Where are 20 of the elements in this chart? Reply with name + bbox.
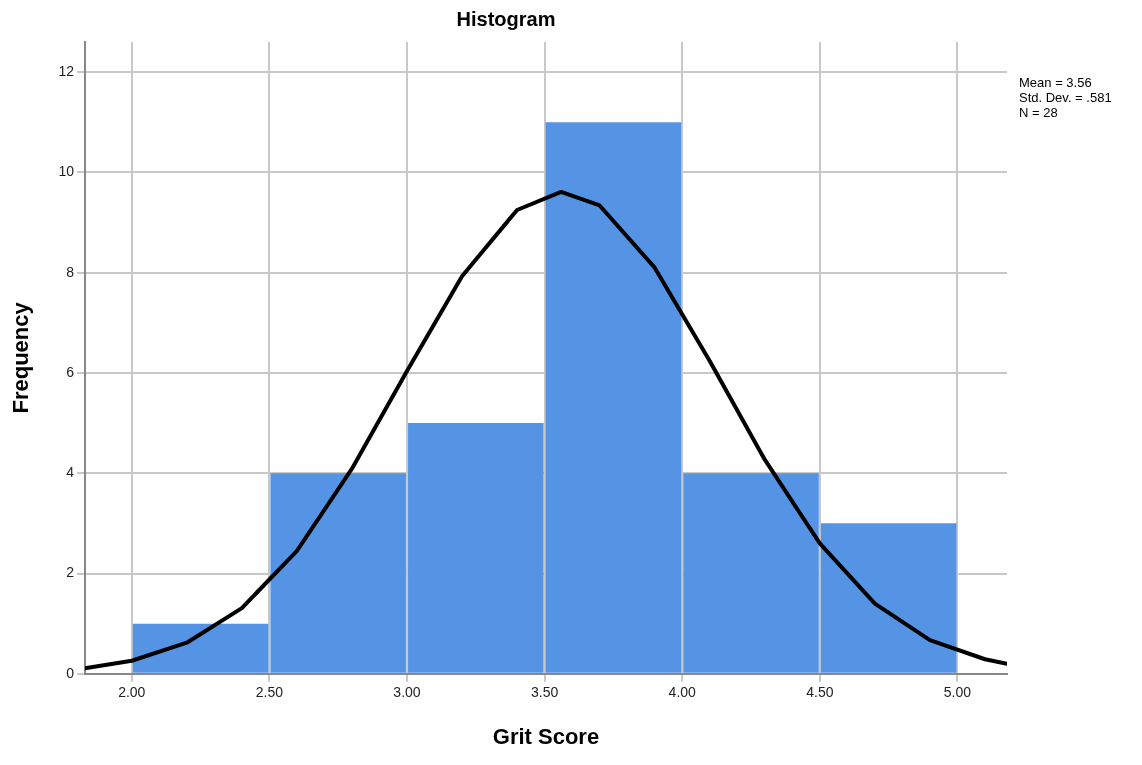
y-tick-label: 6 [66, 363, 75, 380]
y-tick-label: 4 [66, 464, 75, 481]
x-tick-label: 2.50 [255, 684, 284, 701]
x-axis-title: Grit Score [492, 723, 600, 749]
y-tick-label: 0 [66, 664, 75, 681]
x-tick-label: 3.00 [393, 684, 421, 701]
y-tick-label: 10 [58, 163, 75, 180]
x-tick-label: 5.00 [943, 684, 972, 701]
text: N = 28 [1019, 105, 1058, 121]
y-tick-label: 8 [66, 263, 75, 280]
text: Std. Dev. = .581 [1019, 90, 1112, 106]
x-tick-label: 3.50 [530, 684, 559, 701]
y-tick-label: 12 [58, 62, 75, 79]
y-axis-title: Frequency [8, 301, 34, 414]
x-tick-label: 4.50 [806, 684, 834, 701]
x-tick-label: 4.00 [668, 684, 697, 701]
text: Mean = 3.56 [1019, 75, 1092, 91]
x-tick-label: 2.00 [118, 684, 146, 701]
chart-title: Histogram [456, 7, 556, 30]
y-tick-label: 2 [66, 564, 75, 581]
